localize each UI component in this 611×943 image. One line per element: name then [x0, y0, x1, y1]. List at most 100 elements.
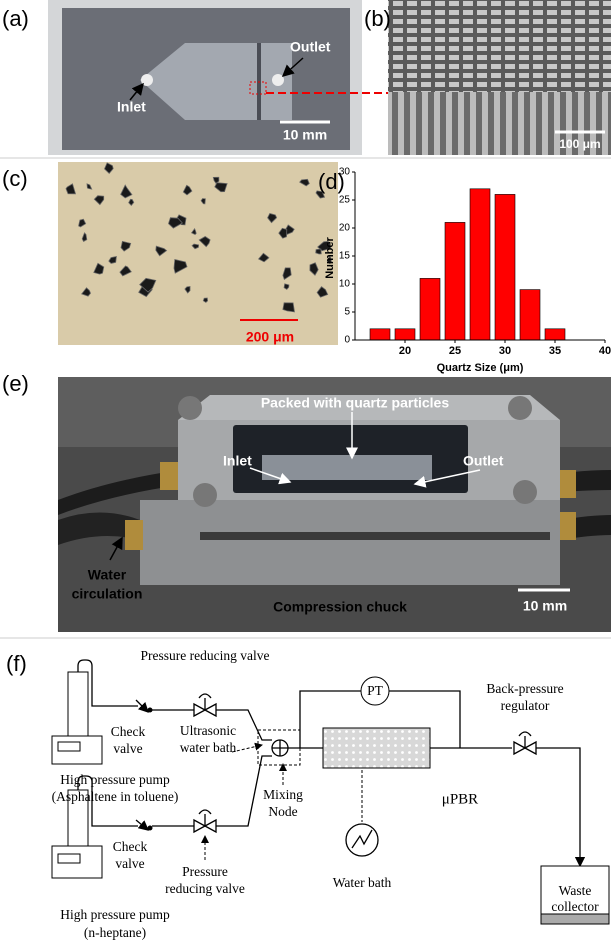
valve: [513, 731, 537, 756]
particle: [155, 245, 168, 257]
label: reducing valve: [165, 881, 245, 896]
particle: [299, 178, 310, 187]
particle: [317, 240, 332, 252]
particle: [65, 183, 77, 195]
check-valve: [135, 819, 149, 831]
inlet-hole: [141, 74, 153, 86]
particle: [191, 243, 200, 250]
label: regulator: [501, 698, 550, 713]
x-axis-label: Quartz Size (μm): [437, 362, 524, 374]
screw: [193, 483, 217, 507]
y-tick-label: 20: [339, 223, 351, 234]
photo-bg: [58, 162, 338, 345]
scale-label: 10 mm: [523, 598, 567, 614]
channel: [262, 455, 432, 480]
panel-b: 100 μm (b): [364, 0, 611, 155]
bar: [369, 328, 391, 341]
valve: [193, 809, 217, 834]
label: Packed with quartz particles: [261, 395, 449, 411]
scale-label: 100 μm: [559, 137, 600, 151]
particle: [104, 162, 114, 174]
label: Waste: [559, 883, 592, 898]
bar: [444, 222, 466, 341]
particle: [128, 198, 135, 206]
pump-cylinder: [67, 671, 89, 737]
label: valve: [115, 856, 144, 871]
slot: [200, 532, 550, 540]
fitting: [560, 512, 576, 540]
label: Outlet: [463, 453, 504, 469]
particle: [173, 259, 188, 274]
screw: [508, 396, 532, 420]
pipe: [272, 690, 512, 756]
panel-label: (d): [318, 169, 345, 194]
label: Outlet: [290, 39, 331, 55]
dashed-arrow: [231, 742, 263, 753]
chamber: [140, 43, 292, 120]
panel-label: (c): [2, 166, 28, 191]
particle: [120, 240, 132, 252]
x-tick-label: 35: [549, 345, 561, 357]
particle: [200, 198, 206, 205]
fitting: [125, 520, 143, 550]
label: Water: [88, 567, 127, 583]
panel-label: (b): [364, 6, 391, 31]
particle: [278, 227, 288, 239]
tube: [58, 470, 180, 515]
y-tick-label: 15: [339, 251, 351, 262]
arrow: [249, 467, 292, 485]
label: Check: [111, 724, 146, 739]
arrow: [413, 469, 481, 488]
particle: [86, 183, 93, 190]
label: circulation: [72, 586, 143, 602]
panel-label: (f): [6, 651, 27, 676]
arrow: [109, 536, 123, 561]
label: Water bath: [333, 875, 392, 890]
bar: [394, 328, 416, 341]
x-tick-label: 20: [399, 345, 411, 357]
particle: [139, 277, 157, 293]
label: Back-pressure: [486, 681, 563, 696]
particle: [282, 302, 295, 313]
bar: [544, 328, 566, 341]
x-tick-label: 25: [449, 345, 461, 357]
particle: [182, 184, 193, 196]
chuck-top: [178, 395, 560, 420]
label: Inlet: [223, 453, 252, 469]
particle: [120, 184, 133, 199]
label: (n-heptane): [84, 925, 146, 940]
label: High pressure pump: [60, 772, 170, 787]
particle: [175, 214, 187, 226]
label: Node: [268, 804, 297, 819]
panel-label: (a): [2, 6, 29, 31]
particle: [168, 217, 184, 229]
water-bath: [351, 829, 373, 849]
particle: [326, 256, 332, 265]
particle: [202, 297, 209, 303]
y-tick-label: 0: [344, 335, 350, 346]
panel-a: Inlet Outlet 10 mm (a): [2, 0, 388, 155]
label: Ultrasonic: [180, 723, 236, 738]
label: collector: [551, 899, 599, 914]
panel-c: (c) 200 μm: [2, 162, 338, 345]
screw: [513, 480, 537, 504]
panel-d: (d) Number Quartz Size (μm) 0 5 10 15 20 25 30…: [318, 167, 611, 374]
pipe: [536, 747, 586, 868]
bar: [494, 194, 516, 341]
tube: [58, 512, 140, 545]
scale-label: 10 mm: [283, 127, 327, 143]
label: Mixing: [263, 787, 303, 802]
label: Pressure: [182, 864, 228, 879]
particle: [108, 255, 117, 264]
particle: [315, 248, 322, 255]
particle: [81, 287, 91, 297]
y-tick-label: 30: [339, 167, 351, 178]
particle: [93, 195, 105, 206]
label: Inlet: [117, 99, 146, 115]
label: Pressure reducing valve: [141, 648, 270, 663]
bar: [519, 289, 541, 341]
panel-label: (e): [2, 371, 29, 396]
particle: [283, 283, 290, 290]
particle: [309, 262, 319, 276]
label: High pressure pump: [60, 907, 170, 922]
